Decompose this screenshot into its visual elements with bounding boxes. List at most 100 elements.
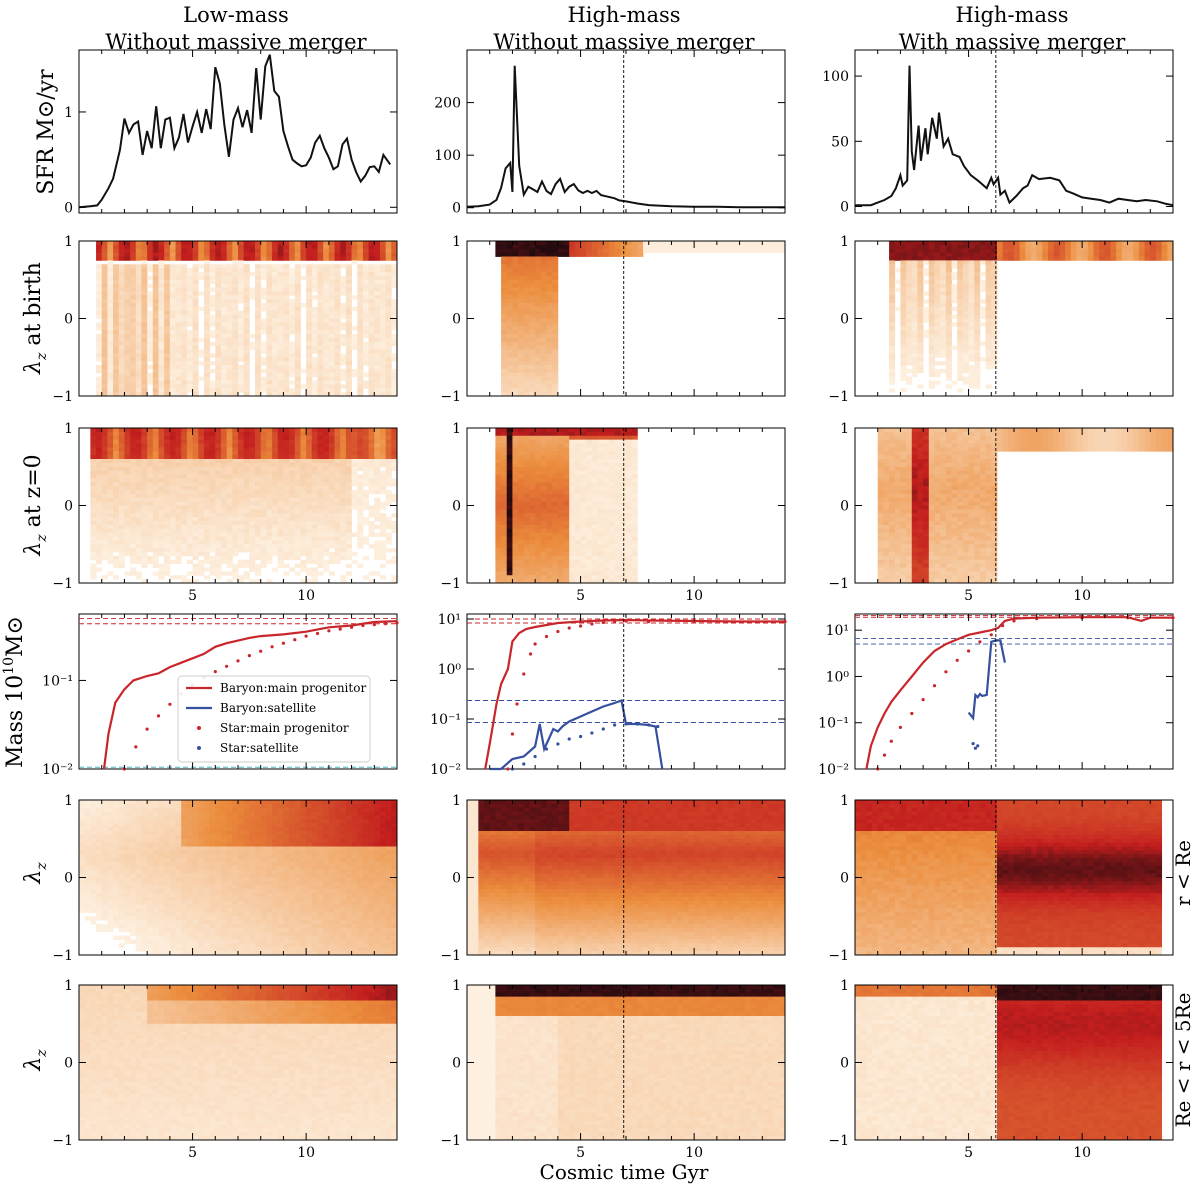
heat-cell xyxy=(351,337,358,343)
heat-cell xyxy=(107,256,114,261)
heat-cell xyxy=(266,482,273,487)
heat-cell xyxy=(215,548,222,553)
heat-cell xyxy=(289,455,296,460)
heat-cell xyxy=(294,368,301,374)
heat-cell xyxy=(300,368,307,374)
heat-cell xyxy=(928,272,935,277)
heat-cell xyxy=(260,252,267,257)
heat-cell xyxy=(141,451,148,456)
heat-cell xyxy=(255,283,262,288)
heat-cell xyxy=(317,256,324,261)
heat-cell xyxy=(169,388,176,393)
heat-cell xyxy=(535,380,542,385)
heat-cell xyxy=(255,536,262,541)
heat-cell xyxy=(512,268,519,273)
heat-cell xyxy=(130,241,137,246)
heat-cell xyxy=(391,275,398,281)
heat-cell xyxy=(243,372,250,378)
heat-cell xyxy=(968,241,975,246)
heat-cell xyxy=(192,384,199,389)
heat-cell xyxy=(232,486,239,491)
heat-cell xyxy=(255,544,262,549)
heat-cell xyxy=(962,283,969,288)
heat-cell xyxy=(928,291,935,296)
heat-cell xyxy=(563,252,570,257)
heat-cell xyxy=(181,291,188,296)
heat-cell xyxy=(266,252,273,257)
heat-cell xyxy=(985,326,992,331)
heat-cell xyxy=(518,310,525,316)
heat-cell xyxy=(677,248,684,254)
heat-cell xyxy=(186,451,193,456)
heat-cell xyxy=(130,357,137,362)
heat-cell xyxy=(164,443,171,448)
heat-cell xyxy=(767,244,775,250)
heat-cell xyxy=(289,283,296,288)
heat-cell xyxy=(198,252,205,257)
heat-cell xyxy=(501,295,508,300)
heat-cell xyxy=(379,349,387,354)
heat-cell xyxy=(945,318,952,323)
heat-cell xyxy=(243,283,250,288)
heat-cell xyxy=(232,501,239,506)
heat-cell xyxy=(203,349,211,354)
heat-cell xyxy=(96,283,103,288)
ylabel-lz-row6: λz xyxy=(21,1049,50,1072)
heat-cell xyxy=(951,287,958,292)
heat-cell xyxy=(306,299,313,304)
heat-cell xyxy=(186,544,193,549)
heat-cell xyxy=(226,337,233,343)
heat-cell xyxy=(289,291,296,296)
heat-cell xyxy=(951,252,958,257)
heat-cell xyxy=(90,548,97,553)
heat-cell xyxy=(118,337,125,343)
y-tick-label: 0 xyxy=(452,201,461,217)
heat-cell xyxy=(311,513,318,518)
heat-cell xyxy=(158,524,165,530)
heat-cell xyxy=(198,349,205,354)
heat-cell xyxy=(317,365,324,370)
heat-cell xyxy=(130,303,137,308)
heat-cell xyxy=(181,493,188,499)
heat-cell xyxy=(917,306,924,312)
heat-cell xyxy=(535,272,542,277)
heat-cell xyxy=(243,365,250,370)
heat-cell xyxy=(979,248,987,254)
heat-cell xyxy=(597,248,604,254)
heat-cell xyxy=(118,365,125,370)
heat-cell xyxy=(203,334,211,339)
heat-cell xyxy=(923,268,930,273)
heat-cell xyxy=(101,459,108,464)
heat-cell xyxy=(934,275,941,281)
heat-cell xyxy=(232,252,239,257)
heat-cell xyxy=(158,248,165,254)
heat-cell xyxy=(249,466,256,472)
heat-cell xyxy=(124,361,131,366)
heat-cell xyxy=(101,466,108,472)
heat-cell xyxy=(306,384,313,389)
heat-cell xyxy=(985,384,992,389)
heat-cell xyxy=(311,275,318,281)
heat-cell xyxy=(232,256,239,261)
heat-cell xyxy=(501,380,508,385)
heat-cell xyxy=(277,372,284,378)
heat-cell xyxy=(113,462,120,468)
heat-cell xyxy=(1167,252,1174,257)
heat-cell xyxy=(311,571,318,576)
heat-cell xyxy=(306,435,313,441)
heat-cell xyxy=(328,536,335,541)
heat-cell xyxy=(113,392,120,397)
heat-cell xyxy=(289,345,296,350)
heat-cell xyxy=(192,388,199,393)
heat-cell xyxy=(266,314,273,319)
heat-cell xyxy=(169,345,176,350)
heat-cell xyxy=(900,365,907,370)
heat-cell xyxy=(300,256,307,261)
heat-cell xyxy=(169,559,176,565)
heat-cell xyxy=(220,334,228,339)
heat-cell xyxy=(985,318,992,323)
heat-cell xyxy=(266,501,273,506)
heat-cell xyxy=(345,252,352,257)
heat-cell xyxy=(243,490,250,495)
heat-cell xyxy=(985,345,992,350)
